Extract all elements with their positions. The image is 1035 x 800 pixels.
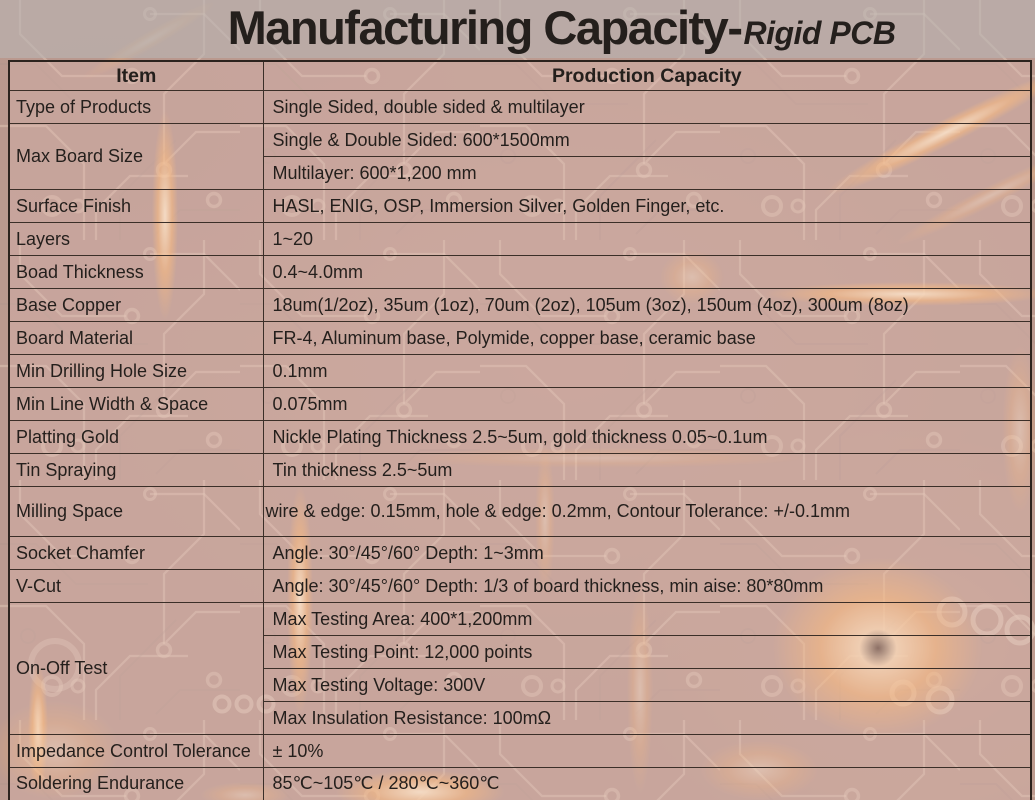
page-title: Manufacturing Capacity-Rigid PCB <box>0 0 1035 58</box>
column-header-capacity: Production Capacity <box>262 60 1032 91</box>
value-cell: ± 10% <box>262 734 1032 768</box>
value-cell: Max Testing Point: 12,000 points <box>262 635 1032 669</box>
capacity-table: Item Production Capacity Type of Product… <box>8 60 1032 800</box>
item-cell: Board Material <box>8 321 264 355</box>
value-cell: Tin thickness 2.5~5um <box>262 453 1032 487</box>
table-row: V-Cut Angle: 30°/45°/60° Depth: 1/3 of bo… <box>8 569 1032 603</box>
value-cell: 1~20 <box>262 222 1032 256</box>
table-row: Max Insulation Resistance: 100mΩ <box>9 701 1032 735</box>
table-row: Type of Products Single Sided, double sid… <box>8 90 1032 124</box>
value-cell: Single & Double Sided: 600*1500mm <box>262 123 1032 157</box>
column-header-item: Item <box>8 60 264 91</box>
table-row: Soldering Endurance 85℃~105℃ / 280℃~360℃ <box>8 767 1032 800</box>
item-cell: Layers <box>8 222 264 256</box>
item-cell: Base Copper <box>8 288 264 322</box>
item-cell: Socket Chamfer <box>8 536 264 570</box>
value-cell: 0.075mm <box>262 387 1032 421</box>
value-cell: wire & edge: 0.15mm, hole & edge: 0.2mm,… <box>262 486 1032 537</box>
value-cell: Angle: 30°/45°/60° Depth: 1/3 of board t… <box>262 569 1032 603</box>
item-cell: Min Line Width & Space <box>8 387 264 421</box>
title-main-text: Manufacturing Capacity- <box>227 1 743 54</box>
value-cell: 18um(1/2oz), 35um (1oz), 70um (2oz), 105… <box>262 288 1032 322</box>
table-row: Surface Finish HASL, ENIG, OSP, Immersion… <box>8 189 1032 223</box>
table-body: Type of Products Single Sided, double sid… <box>8 90 1032 800</box>
table-row: Max Testing Voltage: 300V <box>9 668 1032 702</box>
item-cell: Boad Thickness <box>8 255 264 289</box>
table-row: Max Testing Point: 12,000 points <box>9 635 1032 669</box>
table-row: On-Off Test Max Testing Area: 400*1,200mm <box>8 602 1032 735</box>
item-cell: Milling Space <box>8 486 264 537</box>
table-row: Board Material FR-4, Aluminum base, Polym… <box>8 321 1032 355</box>
item-cell: Tin Spraying <box>8 453 264 487</box>
item-cell: Max Board Size <box>8 123 264 190</box>
table-row: Layers 1~20 <box>8 222 1032 256</box>
item-cell: Soldering Endurance <box>8 767 264 800</box>
value-cell: 0.4~4.0mm <box>262 255 1032 289</box>
value-cell: Multilayer: 600*1,200 mm <box>262 156 1032 190</box>
table-row: Platting Gold Nickle Plating Thickness 2.… <box>8 420 1032 454</box>
value-cell: Max Testing Area: 400*1,200mm <box>262 602 1032 636</box>
item-cell: Surface Finish <box>8 189 264 223</box>
table-row: Milling Space wire & edge: 0.15mm, hole &… <box>8 486 1032 537</box>
table-row: Multilayer: 600*1,200 mm <box>9 156 1032 190</box>
item-cell: Min Drilling Hole Size <box>8 354 264 388</box>
table-row: Base Copper 18um(1/2oz), 35um (1oz), 70um… <box>8 288 1032 322</box>
table-row: Min Line Width & Space 0.075mm <box>8 387 1032 421</box>
table-row: Boad Thickness 0.4~4.0mm <box>8 255 1032 289</box>
header-row: Item Production Capacity <box>8 60 1032 91</box>
value-cell: Max Insulation Resistance: 100mΩ <box>262 701 1032 735</box>
table-header: Item Production Capacity <box>8 60 1032 91</box>
table-row: Min Drilling Hole Size 0.1mm <box>8 354 1032 388</box>
item-cell: On-Off Test <box>8 602 264 735</box>
table-row: Socket Chamfer Angle: 30°/45°/60° Depth: … <box>8 536 1032 570</box>
table-row: Impedance Control Tolerance ± 10% <box>8 734 1032 768</box>
value-cell: Nickle Plating Thickness 2.5~5um, gold t… <box>262 420 1032 454</box>
item-cell: Impedance Control Tolerance <box>8 734 264 768</box>
value-cell: 0.1mm <box>262 354 1032 388</box>
value-cell: FR-4, Aluminum base, Polymide, copper ba… <box>262 321 1032 355</box>
value-cell: Max Testing Voltage: 300V <box>262 668 1032 702</box>
value-cell: 85℃~105℃ / 280℃~360℃ <box>262 767 1032 800</box>
item-cell: Type of Products <box>8 90 264 124</box>
table-row: Tin Spraying Tin thickness 2.5~5um <box>8 453 1032 487</box>
item-cell: V-Cut <box>8 569 264 603</box>
table-row: Max Board Size Single & Double Sided: 600… <box>8 123 1032 190</box>
value-cell: Single Sided, double sided & multilayer <box>262 90 1032 124</box>
value-cell: HASL, ENIG, OSP, Immersion Silver, Golde… <box>262 189 1032 223</box>
value-cell: Angle: 30°/45°/60° Depth: 1~3mm <box>262 536 1032 570</box>
item-cell: Platting Gold <box>8 420 264 454</box>
title-suffix-text: Rigid PCB <box>743 15 896 51</box>
